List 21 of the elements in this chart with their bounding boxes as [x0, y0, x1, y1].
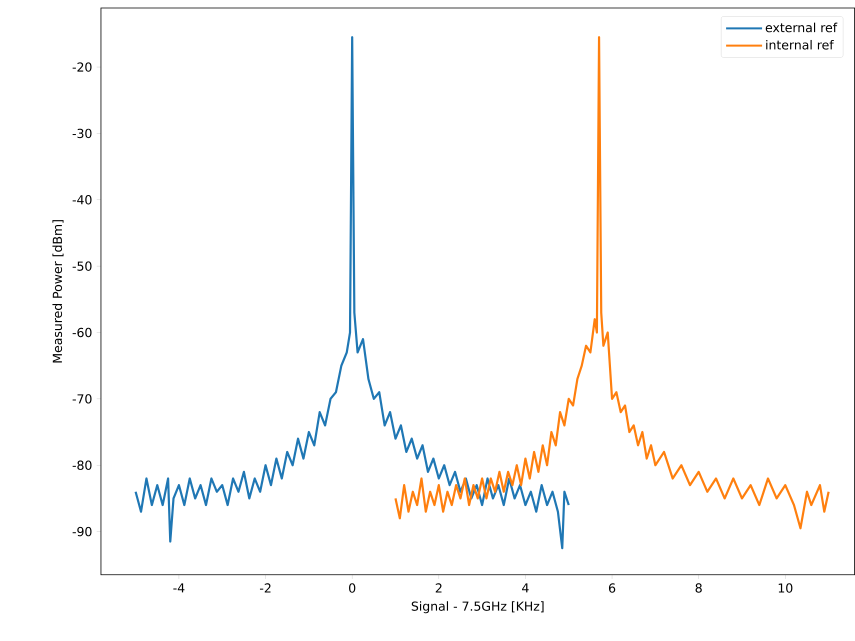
x-tick-label: 10 [778, 583, 792, 593]
x-tick-label: 0 [349, 583, 356, 593]
y-tick-label: -50 [72, 262, 92, 271]
y-tick-label: -40 [72, 195, 92, 205]
y-tick-label: -90 [72, 527, 92, 536]
x-tick-label: 8 [696, 583, 702, 593]
line-series [134, 36, 570, 550]
y-tick-label: -80 [72, 460, 92, 470]
x-tick-label: 4 [522, 583, 529, 593]
legend-label: external ref [766, 22, 838, 32]
legend-label: internal ref [766, 40, 834, 50]
y-tick-label: -20 [72, 62, 92, 72]
y-tick-label: -60 [72, 328, 92, 338]
x-tick-label: -2 [260, 583, 271, 593]
x-tick-label: 6 [608, 583, 616, 593]
y-axis-title: Measured Power [dBm] [52, 220, 64, 363]
y-tick-label: -30 [72, 128, 92, 138]
x-axis-title: Signal - 7.5GHz [KHz] [412, 601, 544, 614]
x-tick-label: 2 [436, 583, 442, 593]
x-tick-label: -4 [173, 583, 184, 593]
y-tick-label: -70 [72, 394, 92, 404]
